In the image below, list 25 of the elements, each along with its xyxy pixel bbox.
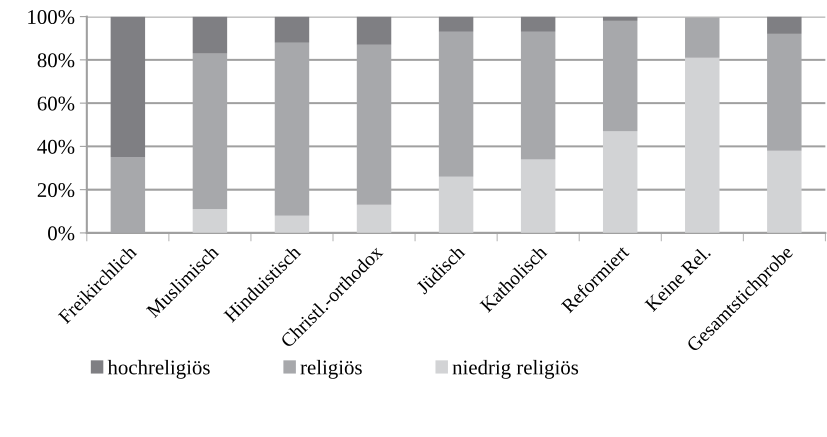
y-tick-label: 80%: [38, 53, 74, 68]
y-tick-label: 60%: [38, 96, 74, 111]
y-tick-label: 0%: [48, 226, 74, 240]
y-tick-label: 40%: [37, 140, 74, 154]
bar: [767, 150, 802, 233]
y-tick-label: 20%: [38, 183, 74, 198]
bar: [520, 159, 556, 233]
bar: [438, 16, 474, 32]
bar: [602, 131, 638, 233]
legend-label: niedrig religiös: [452, 360, 578, 379]
legend-label: hochreligiös: [108, 360, 210, 379]
y-tick-label: 100%: [28, 10, 74, 24]
bar: [110, 16, 146, 158]
bar: [192, 16, 228, 54]
bar: [520, 16, 556, 32]
legend-label: religiös: [300, 360, 362, 379]
bar: [438, 176, 474, 233]
bar: [274, 216, 310, 233]
bar: [356, 16, 392, 45]
bar: [274, 16, 310, 43]
bar: [685, 58, 720, 233]
bar: [192, 209, 228, 233]
bar: [767, 16, 802, 34]
bar: [356, 204, 392, 233]
bar: [602, 16, 638, 21]
